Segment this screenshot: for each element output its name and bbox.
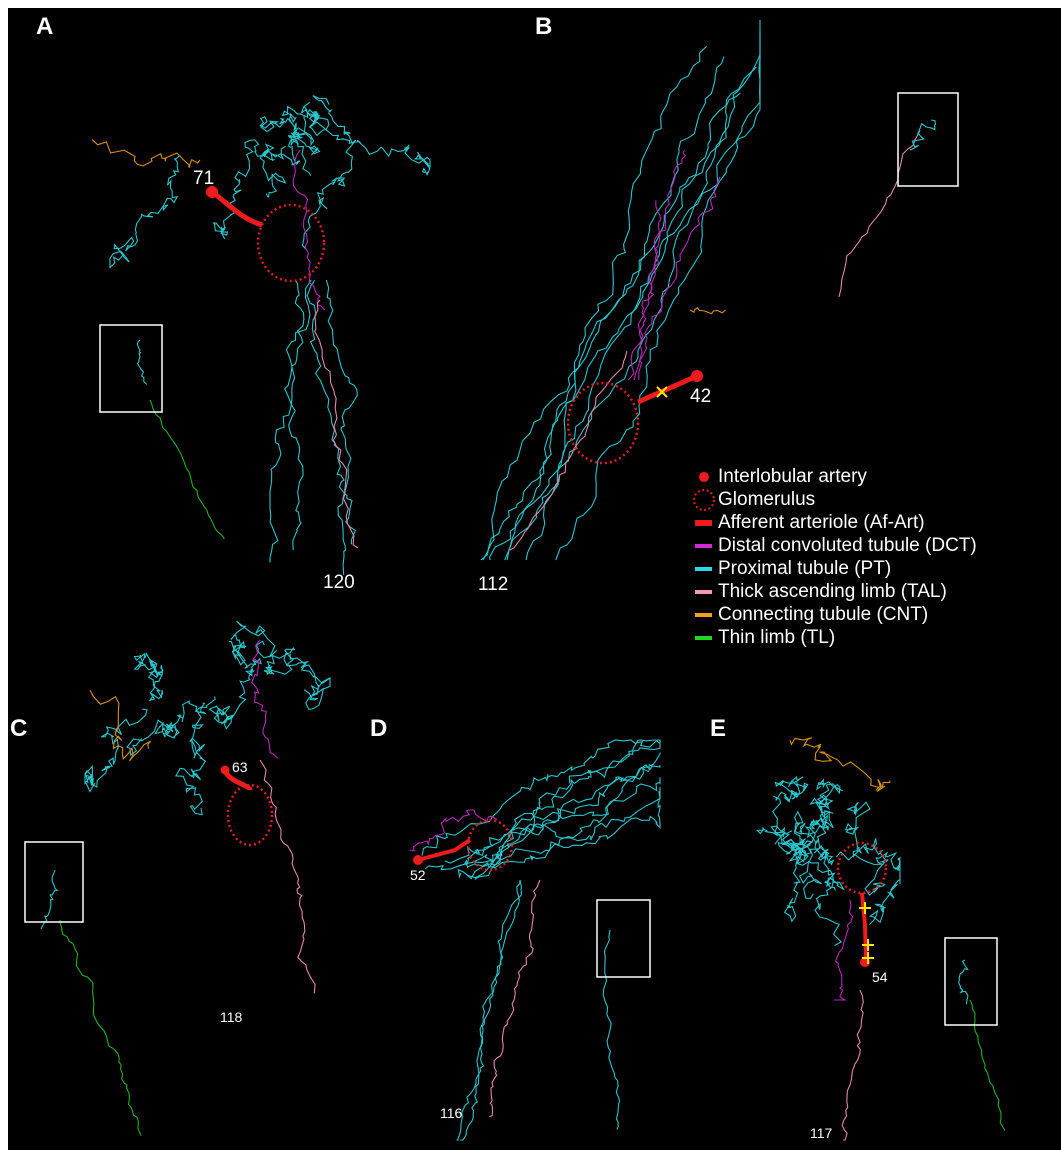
legend-entry: Thick ascending limb (TAL) xyxy=(718,581,947,602)
label: 71 xyxy=(193,168,214,189)
label: 112 xyxy=(478,574,508,595)
legend-entry: Proximal tubule (PT) xyxy=(718,558,891,579)
panel-letter: B xyxy=(535,13,552,40)
artery-dot xyxy=(691,370,703,382)
label: 120 xyxy=(323,572,355,593)
legend-entry: Interlobular artery xyxy=(718,466,867,487)
figure: A 71 120 B 42 112 Interlobular artery Gl… xyxy=(0,0,1061,1150)
label: 54 xyxy=(872,969,888,985)
legend-swatch xyxy=(695,544,712,548)
panel-letter: E xyxy=(710,715,726,742)
legend-entry: Afferent arteriole (Af-Art) xyxy=(718,512,925,533)
legend-swatch xyxy=(695,590,712,594)
label: 63 xyxy=(232,759,248,775)
legend-entry: Connecting tubule (CNT) xyxy=(718,604,928,625)
legend-swatch xyxy=(695,520,712,526)
legend-swatch xyxy=(695,613,712,617)
legend-swatch xyxy=(695,636,712,640)
artery-dot xyxy=(413,855,423,865)
label: 52 xyxy=(410,867,426,883)
legend-swatch xyxy=(695,567,712,571)
label: 117 xyxy=(810,1125,833,1141)
panel-letter: D xyxy=(370,715,387,742)
label: 116 xyxy=(440,1105,463,1121)
legend-entry: Thin limb (TL) xyxy=(718,627,835,648)
label: 118 xyxy=(220,1009,243,1025)
legend-entry: Glomerulus xyxy=(718,489,815,510)
artery-dot xyxy=(221,766,230,775)
background xyxy=(8,8,1061,1150)
legend-entry: Distal convoluted tubule (DCT) xyxy=(718,535,977,556)
label: 42 xyxy=(690,386,711,407)
panel-letter: A xyxy=(36,13,53,40)
panel-letter: C xyxy=(10,715,27,742)
legend-swatch xyxy=(699,472,709,482)
